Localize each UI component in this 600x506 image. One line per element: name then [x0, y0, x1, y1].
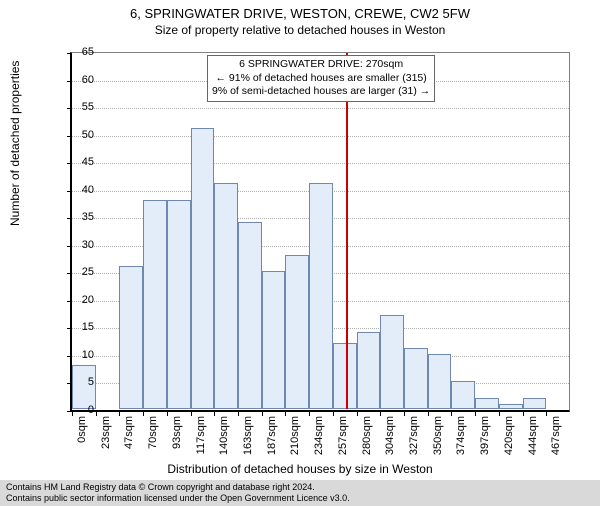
- xtick-mark: [191, 411, 192, 416]
- ytick-label: 65: [66, 46, 94, 58]
- annotation-line-3: 9% of semi-detached houses are larger (3…: [212, 85, 430, 99]
- ytick-label: 0: [66, 404, 94, 416]
- ytick-label: 45: [66, 156, 94, 168]
- xtick-mark: [357, 411, 358, 416]
- ytick-label: 15: [66, 321, 94, 333]
- xtick-mark: [285, 411, 286, 416]
- ytick-label: 30: [66, 239, 94, 251]
- ytick-label: 50: [66, 129, 94, 141]
- xtick-mark: [546, 411, 547, 416]
- ytick-label: 55: [66, 101, 94, 113]
- xtick-mark: [523, 411, 524, 416]
- histogram-bar: [380, 315, 404, 409]
- histogram-bar: [214, 183, 238, 409]
- annotation-line-1: 6 SPRINGWATER DRIVE: 270sqm: [212, 58, 430, 72]
- histogram-bar: [523, 398, 547, 409]
- plot-area: 0sqm23sqm47sqm70sqm93sqm117sqm140sqm163s…: [70, 52, 570, 412]
- xtick-mark: [499, 411, 500, 416]
- histogram-bar: [119, 266, 143, 409]
- histogram-bar: [143, 200, 167, 409]
- histogram-bar: [238, 222, 262, 409]
- footer: Contains HM Land Registry data © Crown c…: [0, 480, 600, 506]
- xtick-mark: [309, 411, 310, 416]
- gridline: [72, 136, 569, 137]
- xtick-mark: [428, 411, 429, 416]
- ytick-label: 10: [66, 349, 94, 361]
- ytick-label: 60: [66, 74, 94, 86]
- annotation-box: 6 SPRINGWATER DRIVE: 270sqm← 91% of deta…: [207, 55, 435, 102]
- gridline: [72, 163, 569, 164]
- xtick-mark: [333, 411, 334, 416]
- xtick-mark: [380, 411, 381, 416]
- histogram-bar: [167, 200, 191, 409]
- histogram-bar: [451, 381, 475, 409]
- xtick-mark: [143, 411, 144, 416]
- footer-line-1: Contains HM Land Registry data © Crown c…: [6, 482, 594, 493]
- histogram-bar: [285, 255, 309, 409]
- histogram-bar: [262, 271, 286, 409]
- xtick-mark: [96, 411, 97, 416]
- histogram-bar: [191, 128, 215, 409]
- xtick-mark: [167, 411, 168, 416]
- ytick-label: 40: [66, 184, 94, 196]
- page-title: 6, SPRINGWATER DRIVE, WESTON, CREWE, CW2…: [0, 6, 600, 21]
- histogram-bar: [475, 398, 499, 409]
- histogram-bar: [404, 348, 428, 409]
- y-axis-label: Number of detached properties: [8, 61, 22, 226]
- xtick-mark: [214, 411, 215, 416]
- xtick-mark: [475, 411, 476, 416]
- xtick-mark: [238, 411, 239, 416]
- ytick-label: 20: [66, 294, 94, 306]
- annotation-line-2: ← 91% of detached houses are smaller (31…: [212, 72, 430, 86]
- histogram-bar: [428, 354, 452, 409]
- ytick-label: 25: [66, 266, 94, 278]
- histogram-bar: [357, 332, 381, 409]
- histogram-bar: [333, 343, 357, 409]
- xtick-mark: [404, 411, 405, 416]
- xtick-mark: [451, 411, 452, 416]
- chart-area: 0sqm23sqm47sqm70sqm93sqm117sqm140sqm163s…: [70, 52, 570, 412]
- ytick-label: 5: [66, 376, 94, 388]
- histogram-bar: [309, 183, 333, 409]
- ytick-label: 35: [66, 211, 94, 223]
- gridline: [72, 108, 569, 109]
- xtick-mark: [262, 411, 263, 416]
- footer-line-2: Contains public sector information licen…: [6, 493, 594, 504]
- page-subtitle: Size of property relative to detached ho…: [0, 23, 600, 37]
- xtick-mark: [119, 411, 120, 416]
- reference-line: [346, 53, 348, 409]
- histogram-bar: [499, 404, 523, 410]
- x-axis-label: Distribution of detached houses by size …: [0, 462, 600, 476]
